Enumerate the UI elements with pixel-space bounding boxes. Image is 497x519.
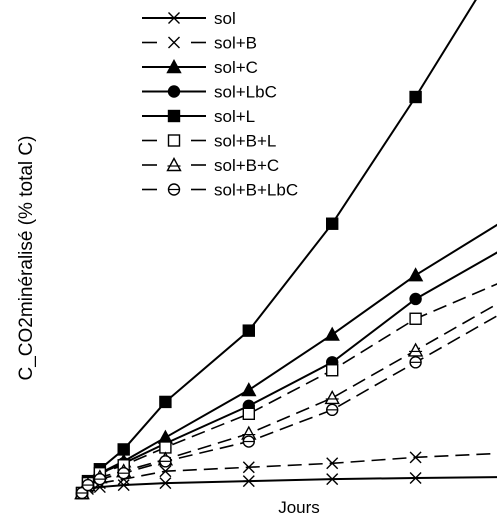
legend-item-sol-b-lbc: sol+B+LbC [142, 181, 298, 200]
point-sol-b-c-6 [324, 389, 340, 405]
point-sol-c-6 [324, 326, 340, 341]
series-line-sol-l [81, 0, 477, 494]
legend-item-sol: sol [142, 9, 236, 28]
series-layer [74, 0, 497, 500]
series-line-sol-b [81, 452, 497, 494]
legend-label-sol-lbc: sol+LbC [214, 83, 277, 102]
point-sol-l-7 [409, 90, 422, 104]
legend-item-sol-l: sol+L [142, 107, 255, 126]
series-sol-b-lbc [75, 315, 497, 500]
point-sol-6 [326, 473, 339, 486]
series-sol [76, 471, 497, 499]
series-line-sol-b-c [81, 303, 497, 494]
point-sol-c-5 [241, 382, 257, 397]
legend-marker-sol-b [168, 36, 180, 49]
legend-marker-sol-b-l [167, 134, 181, 147]
point-sol-b-7 [409, 451, 422, 464]
point-sol-b-lbc-7 [409, 356, 422, 369]
point-sol-b-4 [159, 465, 172, 478]
x-axis-label: Jours [278, 498, 320, 517]
point-sol-b-c-7 [407, 342, 424, 357]
legend-label-sol-l: sol+L [214, 107, 255, 126]
point-sol-b-l-4 [159, 441, 172, 454]
legend-item-sol-c: sol+C [142, 58, 258, 77]
legend-marker-sol-b-lbc [167, 183, 181, 196]
legend-marker-sol-lbc [167, 85, 181, 98]
point-sol-l-5 [242, 324, 256, 337]
series-line-sol [81, 476, 497, 494]
point-sol-4 [159, 477, 172, 490]
legend-label-sol-b-l: sol+B+L [214, 132, 276, 151]
point-sol-3 [117, 479, 130, 492]
point-sol-b-lbc-6 [326, 403, 339, 417]
point-sol-b-lbc-1 [81, 478, 95, 492]
point-sol-b-lbc-2 [93, 472, 107, 486]
legend-marker-sol-l [167, 109, 181, 123]
point-sol-lbc-7 [409, 292, 422, 306]
series-line-sol-b-l [81, 283, 497, 494]
point-sol-b-6 [326, 457, 339, 470]
point-sol-b-l-5 [242, 407, 256, 420]
point-sol-b-lbc-5 [242, 435, 256, 448]
point-sol-b-lbc-3 [117, 467, 130, 480]
legend-item-sol-b: sol+B [142, 34, 257, 53]
legend-item-sol-lbc: sol+LbC [142, 83, 277, 102]
legend-label-sol-b-lbc: sol+B+LbC [214, 181, 298, 200]
legend-label-sol-b: sol+B [214, 34, 257, 53]
legend: sol sol+B sol+C sol+LbC sol+L sol+B+L sol+B+C s… [142, 9, 298, 200]
point-sol-7 [409, 471, 422, 484]
legend-marker-sol [168, 12, 180, 24]
point-sol-b-5 [242, 461, 255, 474]
point-sol-5 [242, 475, 255, 488]
series-sol-l [75, 0, 477, 500]
point-sol-b-l-6 [326, 364, 339, 377]
legend-label-sol-b-c: sol+B+C [214, 156, 279, 175]
series-sol-c [74, 223, 497, 500]
series-sol-lbc [75, 251, 497, 500]
point-sol-c-7 [407, 267, 424, 282]
series-line-sol-b-lbc [81, 315, 497, 494]
y-axis-label: C_CO2minéralisé (% total C) [16, 136, 37, 381]
legend-item-sol-b-c: sol+B+C [142, 156, 279, 175]
point-sol-b-l-7 [409, 312, 422, 325]
point-sol-l-6 [326, 217, 339, 230]
point-sol-b-lbc-4 [159, 455, 172, 468]
legend-marker-sol-b-c [166, 157, 182, 172]
point-sol-l-4 [159, 395, 172, 409]
legend-marker-sol-c [166, 59, 182, 74]
point-sol-l-3 [117, 443, 130, 456]
legend-item-sol-b-l: sol+B+L [142, 132, 276, 151]
legend-label-sol-c: sol+C [214, 58, 258, 77]
legend-label-sol: sol [214, 9, 236, 28]
